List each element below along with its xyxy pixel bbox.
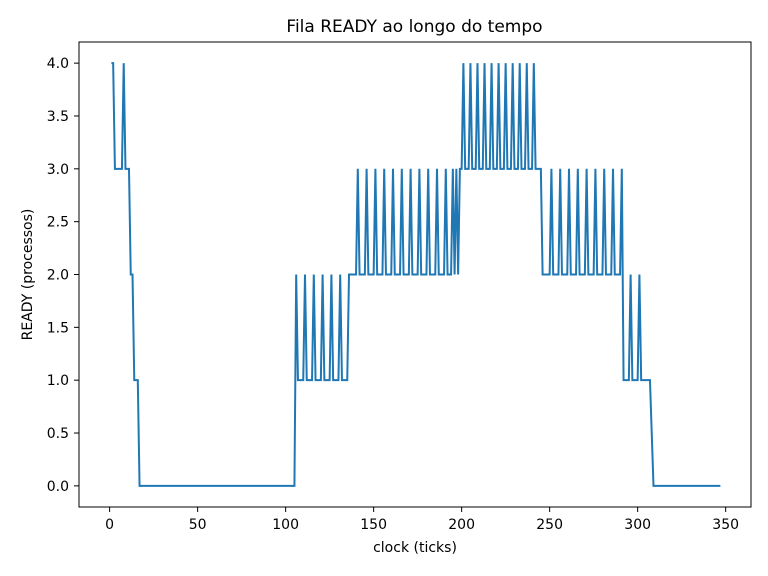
x-tick-label: 50 (189, 517, 207, 533)
y-tick-label: 1.0 (47, 373, 69, 389)
x-tick-label: 250 (536, 517, 563, 533)
chart-title: Fila READY ao longo do tempo (286, 17, 542, 37)
x-tick-label: 100 (272, 517, 299, 533)
y-axis-label: READY (processos) (20, 209, 36, 341)
y-tick-label: 3.5 (47, 109, 69, 125)
y-tick-label: 3.0 (47, 162, 69, 178)
y-tick-label: 2.5 (47, 215, 69, 231)
x-axis-ticks: 0 50 100 150 200 250 300 350 (105, 507, 739, 533)
y-tick-label: 4.0 (47, 56, 69, 72)
y-tick-label: 2.0 (47, 268, 69, 284)
x-tick-label: 0 (105, 517, 114, 533)
series-line-0 (111, 62, 721, 487)
x-tick-label: 200 (448, 517, 475, 533)
plot-lines (111, 62, 721, 487)
y-axis-ticks: 0.0 0.5 1.0 1.5 2.0 2.5 3.0 3.5 4.0 (47, 56, 79, 495)
x-axis-label: clock (ticks) (373, 540, 457, 556)
x-tick-label: 300 (624, 517, 651, 533)
y-tick-label: 1.5 (47, 320, 69, 336)
y-tick-label: 0.5 (47, 426, 69, 442)
x-tick-label: 150 (360, 517, 387, 533)
y-tick-label: 0.0 (47, 479, 69, 495)
x-tick-label: 350 (712, 517, 739, 533)
plot-frame (78, 41, 752, 508)
